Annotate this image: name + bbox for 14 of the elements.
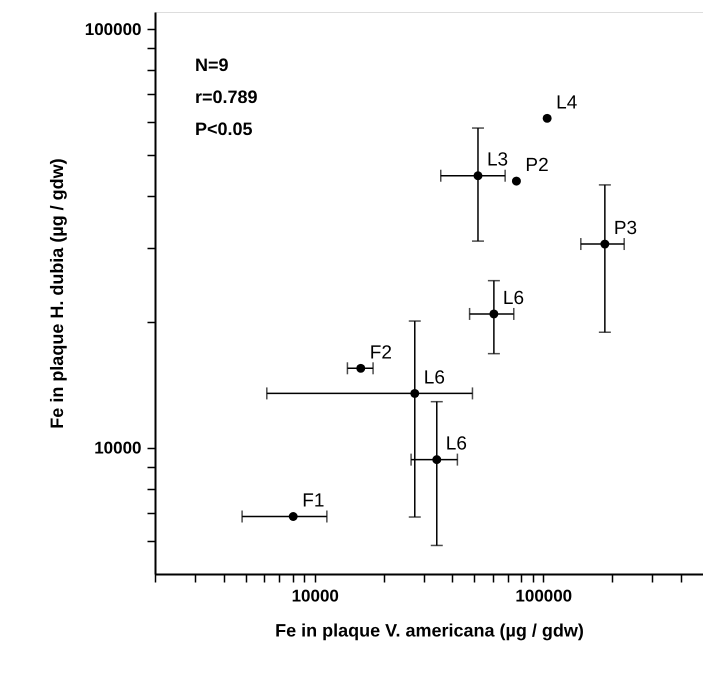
annotation: N=9 bbox=[195, 55, 229, 75]
annotation: r=0.789 bbox=[195, 87, 258, 107]
annotation: L4 bbox=[556, 92, 578, 114]
y-axis-title: Fe in plaque H. dubia (µg / gdw) bbox=[46, 158, 67, 429]
annotation: P2 bbox=[525, 155, 549, 176]
annotation: L6 bbox=[424, 367, 445, 388]
annotation: L6 bbox=[446, 434, 467, 455]
annotation: P<0.05 bbox=[195, 119, 253, 139]
annotation: F2 bbox=[370, 342, 392, 364]
x-axis-title: Fe in plaque V. americana (µg / gdw) bbox=[275, 620, 584, 640]
annotation: P3 bbox=[614, 218, 638, 240]
annotation: L3 bbox=[486, 150, 508, 171]
annotation: L6 bbox=[502, 288, 524, 309]
annotation: F1 bbox=[302, 490, 324, 512]
